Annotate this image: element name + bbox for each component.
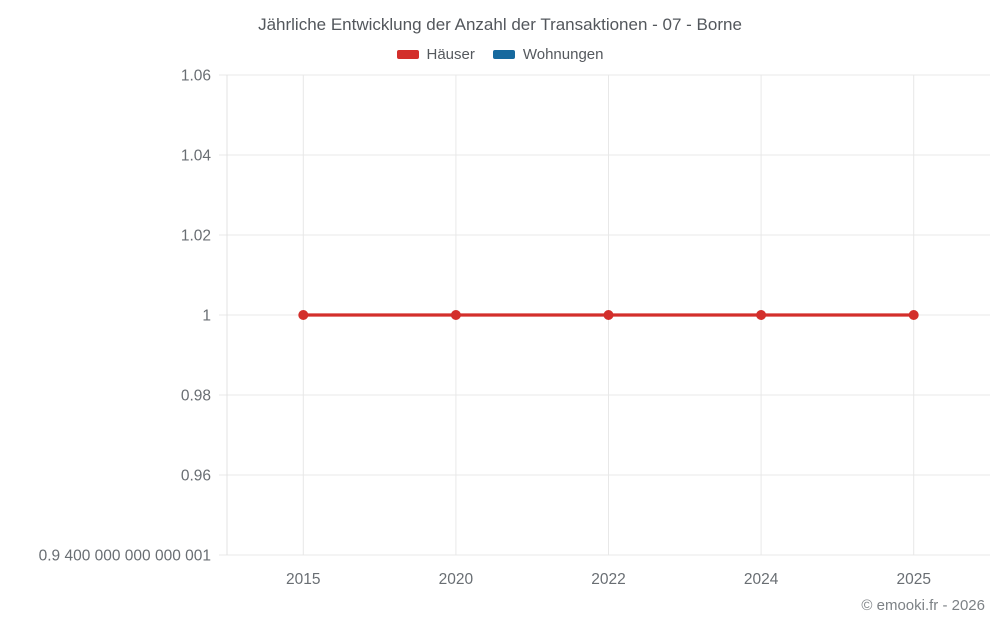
y-tick-label: 1.02 (181, 228, 211, 245)
credit-text: © emooki.fr - 2026 (861, 597, 985, 614)
legend-swatch-wohnungen (492, 50, 515, 59)
data-point-häuser (603, 310, 614, 320)
legend-item-wohnungen[interactable]: Wohnungen (492, 46, 604, 63)
data-point-häuser (756, 310, 767, 320)
y-tick-label: 0.9 400 000 000 000 001 (39, 548, 211, 565)
chart-title: Jährliche Entwicklung der Anzahl der Tra… (258, 15, 742, 34)
x-tick-label: 2022 (591, 571, 625, 588)
y-tick-label: 1 (202, 308, 211, 325)
legend-label-haeuser: Häuser (426, 46, 475, 63)
data-point-häuser (298, 310, 309, 320)
y-tick-label: 1.06 (181, 68, 211, 85)
y-tick-label: 0.98 (181, 388, 211, 405)
x-tick-label: 2025 (896, 571, 930, 588)
data-point-häuser (908, 310, 919, 320)
y-tick-label: 0.96 (181, 468, 211, 485)
legend-label-wohnungen: Wohnungen (522, 46, 604, 63)
x-tick-label: 2015 (286, 571, 320, 588)
x-tick-label: 2024 (744, 571, 779, 588)
y-tick-label: 1.04 (181, 148, 212, 165)
data-point-häuser (450, 310, 461, 320)
chart-legend: Häuser Wohnungen (0, 46, 1000, 63)
legend-item-haeuser[interactable]: Häuser (396, 46, 475, 63)
x-tick-label: 2020 (439, 571, 474, 588)
legend-swatch-haeuser (396, 50, 419, 59)
